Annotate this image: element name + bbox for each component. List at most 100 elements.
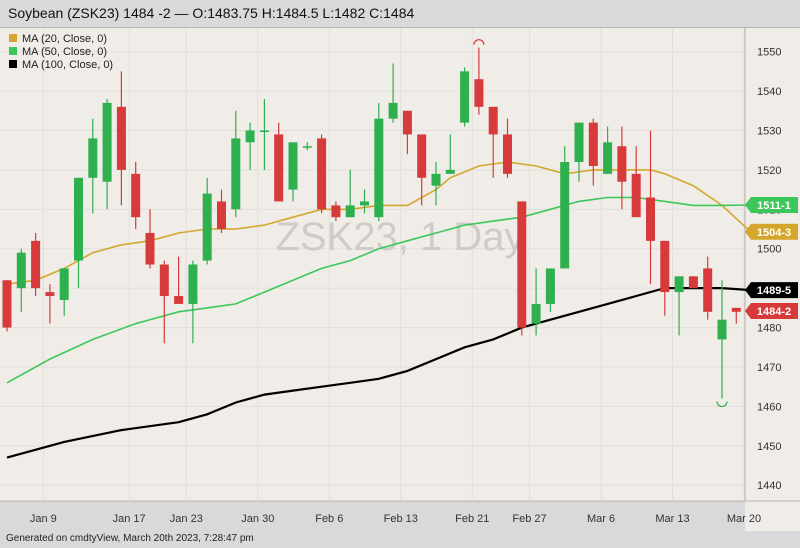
candle-body xyxy=(646,197,655,241)
candle-body xyxy=(688,276,698,289)
y-tick-label: 1520 xyxy=(757,165,781,177)
candle-body xyxy=(474,79,484,107)
chart-title: Soybean (ZSK23) 1484 -2 — O:1483.75 H:14… xyxy=(8,5,415,21)
x-tick-label: Feb 13 xyxy=(384,513,418,525)
candle-body xyxy=(460,71,470,123)
candle-body xyxy=(574,122,584,163)
legend-swatch xyxy=(9,47,17,55)
candle-body xyxy=(631,173,641,218)
candle-body xyxy=(617,146,627,182)
candle-body xyxy=(245,130,255,143)
footer-bar: Generated on cmdtyView, March 20th 2023,… xyxy=(0,531,800,548)
x-tick-label: Jan 23 xyxy=(170,513,203,525)
last-value-tag xyxy=(745,282,798,299)
candle-body xyxy=(174,296,184,304)
x-tick-label: Jan 9 xyxy=(30,513,57,525)
ma-line-2 xyxy=(6,287,751,459)
candle-body xyxy=(703,268,713,312)
candle-body xyxy=(717,319,727,340)
candle-body xyxy=(259,130,269,132)
candle-body xyxy=(288,142,298,190)
x-tick-label: Feb 21 xyxy=(455,513,489,525)
last-value-tag xyxy=(745,196,798,213)
candle-body xyxy=(402,110,412,135)
candle-body xyxy=(45,292,55,297)
legend-swatch xyxy=(9,34,17,42)
candle-body xyxy=(531,303,541,324)
candle-body xyxy=(274,134,284,202)
last-value-tag xyxy=(745,223,798,240)
candle-body xyxy=(503,134,512,174)
last-value-text: 1489-5 xyxy=(757,285,791,297)
legend-label: MA (20, Close, 0) xyxy=(22,33,107,45)
last-value-text: 1511-1 xyxy=(757,200,791,212)
last-value-labels: 1511-1 1504-3 1489-5 1484-2 xyxy=(745,196,798,320)
axis-background xyxy=(745,28,800,531)
x-tick-label: Mar 20 xyxy=(727,513,761,525)
last-value-tag xyxy=(745,303,798,320)
legend-swatch xyxy=(9,60,17,68)
y-tick-label: 1540 xyxy=(757,86,781,98)
footer-text: Generated on cmdtyView, March 20th 2023,… xyxy=(6,533,254,544)
candle-body xyxy=(302,146,312,148)
x-tick-label: Jan 30 xyxy=(241,513,274,525)
y-tick-label: 1530 xyxy=(757,125,781,137)
x-tick-label: Mar 13 xyxy=(655,513,689,525)
candle-body xyxy=(231,138,241,210)
y-tick-label: 1460 xyxy=(757,401,781,413)
y-tick-label: 1470 xyxy=(757,362,781,374)
candle-body xyxy=(545,268,555,304)
extreme-markers xyxy=(473,39,728,408)
candle-body xyxy=(431,173,441,186)
candle-body xyxy=(388,102,398,119)
last-value-text: 1484-2 xyxy=(757,306,791,318)
candle-body xyxy=(116,106,126,170)
y-tick-label: 1480 xyxy=(757,323,781,335)
candle-body xyxy=(417,134,427,178)
candle-body xyxy=(560,162,570,269)
candle-body xyxy=(2,280,12,328)
high-marker xyxy=(473,39,485,45)
candlesticks xyxy=(2,47,741,399)
candle-body xyxy=(331,205,341,218)
low-marker xyxy=(716,401,728,408)
x-tick-label: Mar 6 xyxy=(587,513,615,525)
last-value-text: 1504-3 xyxy=(757,227,791,239)
candle-body xyxy=(517,201,527,328)
candle-body xyxy=(131,173,141,218)
candle-body xyxy=(345,205,355,218)
legend: MA (20, Close, 0)MA (50, Close, 0)MA (10… xyxy=(9,33,113,71)
candle-body xyxy=(59,268,69,300)
x-tick-label: Feb 6 xyxy=(315,513,343,525)
candle-body xyxy=(731,307,741,312)
candle-body xyxy=(603,142,613,174)
candle-body xyxy=(217,201,226,230)
candle-body xyxy=(360,201,369,206)
price-chart[interactable]: ZSK23, 1 Day 144014501460147014801490150… xyxy=(0,28,800,531)
candle-body xyxy=(445,169,455,174)
legend-label: MA (50, Close, 0) xyxy=(22,46,107,58)
candle-body xyxy=(159,264,169,297)
candle-body xyxy=(660,240,670,293)
candle-body xyxy=(145,232,155,265)
candle-body xyxy=(488,106,498,135)
candle-body xyxy=(102,102,112,182)
legend-label: MA (100, Close, 0) xyxy=(22,59,113,71)
candle-body xyxy=(74,177,83,261)
candle-body xyxy=(588,122,598,166)
candle-body xyxy=(374,118,384,218)
y-tick-label: 1550 xyxy=(757,47,781,59)
x-tick-label: Feb 27 xyxy=(512,513,546,525)
x-tick-label: Jan 17 xyxy=(113,513,146,525)
y-tick-label: 1440 xyxy=(757,480,781,492)
plot-background xyxy=(0,28,745,501)
candle-body xyxy=(16,252,26,289)
candle-body xyxy=(88,138,98,178)
candle-body xyxy=(317,138,327,210)
x-axis-ticks: Jan 9 Jan 17 Jan 23 Jan 30 Feb 6 Feb 13 Feb 21… xyxy=(30,513,761,525)
candle-body xyxy=(188,264,198,304)
y-tick-label: 1500 xyxy=(757,244,781,256)
title-bar: Soybean (ZSK23) 1484 -2 — O:1483.75 H:14… xyxy=(0,0,800,28)
y-tick-label: 1450 xyxy=(757,441,781,453)
